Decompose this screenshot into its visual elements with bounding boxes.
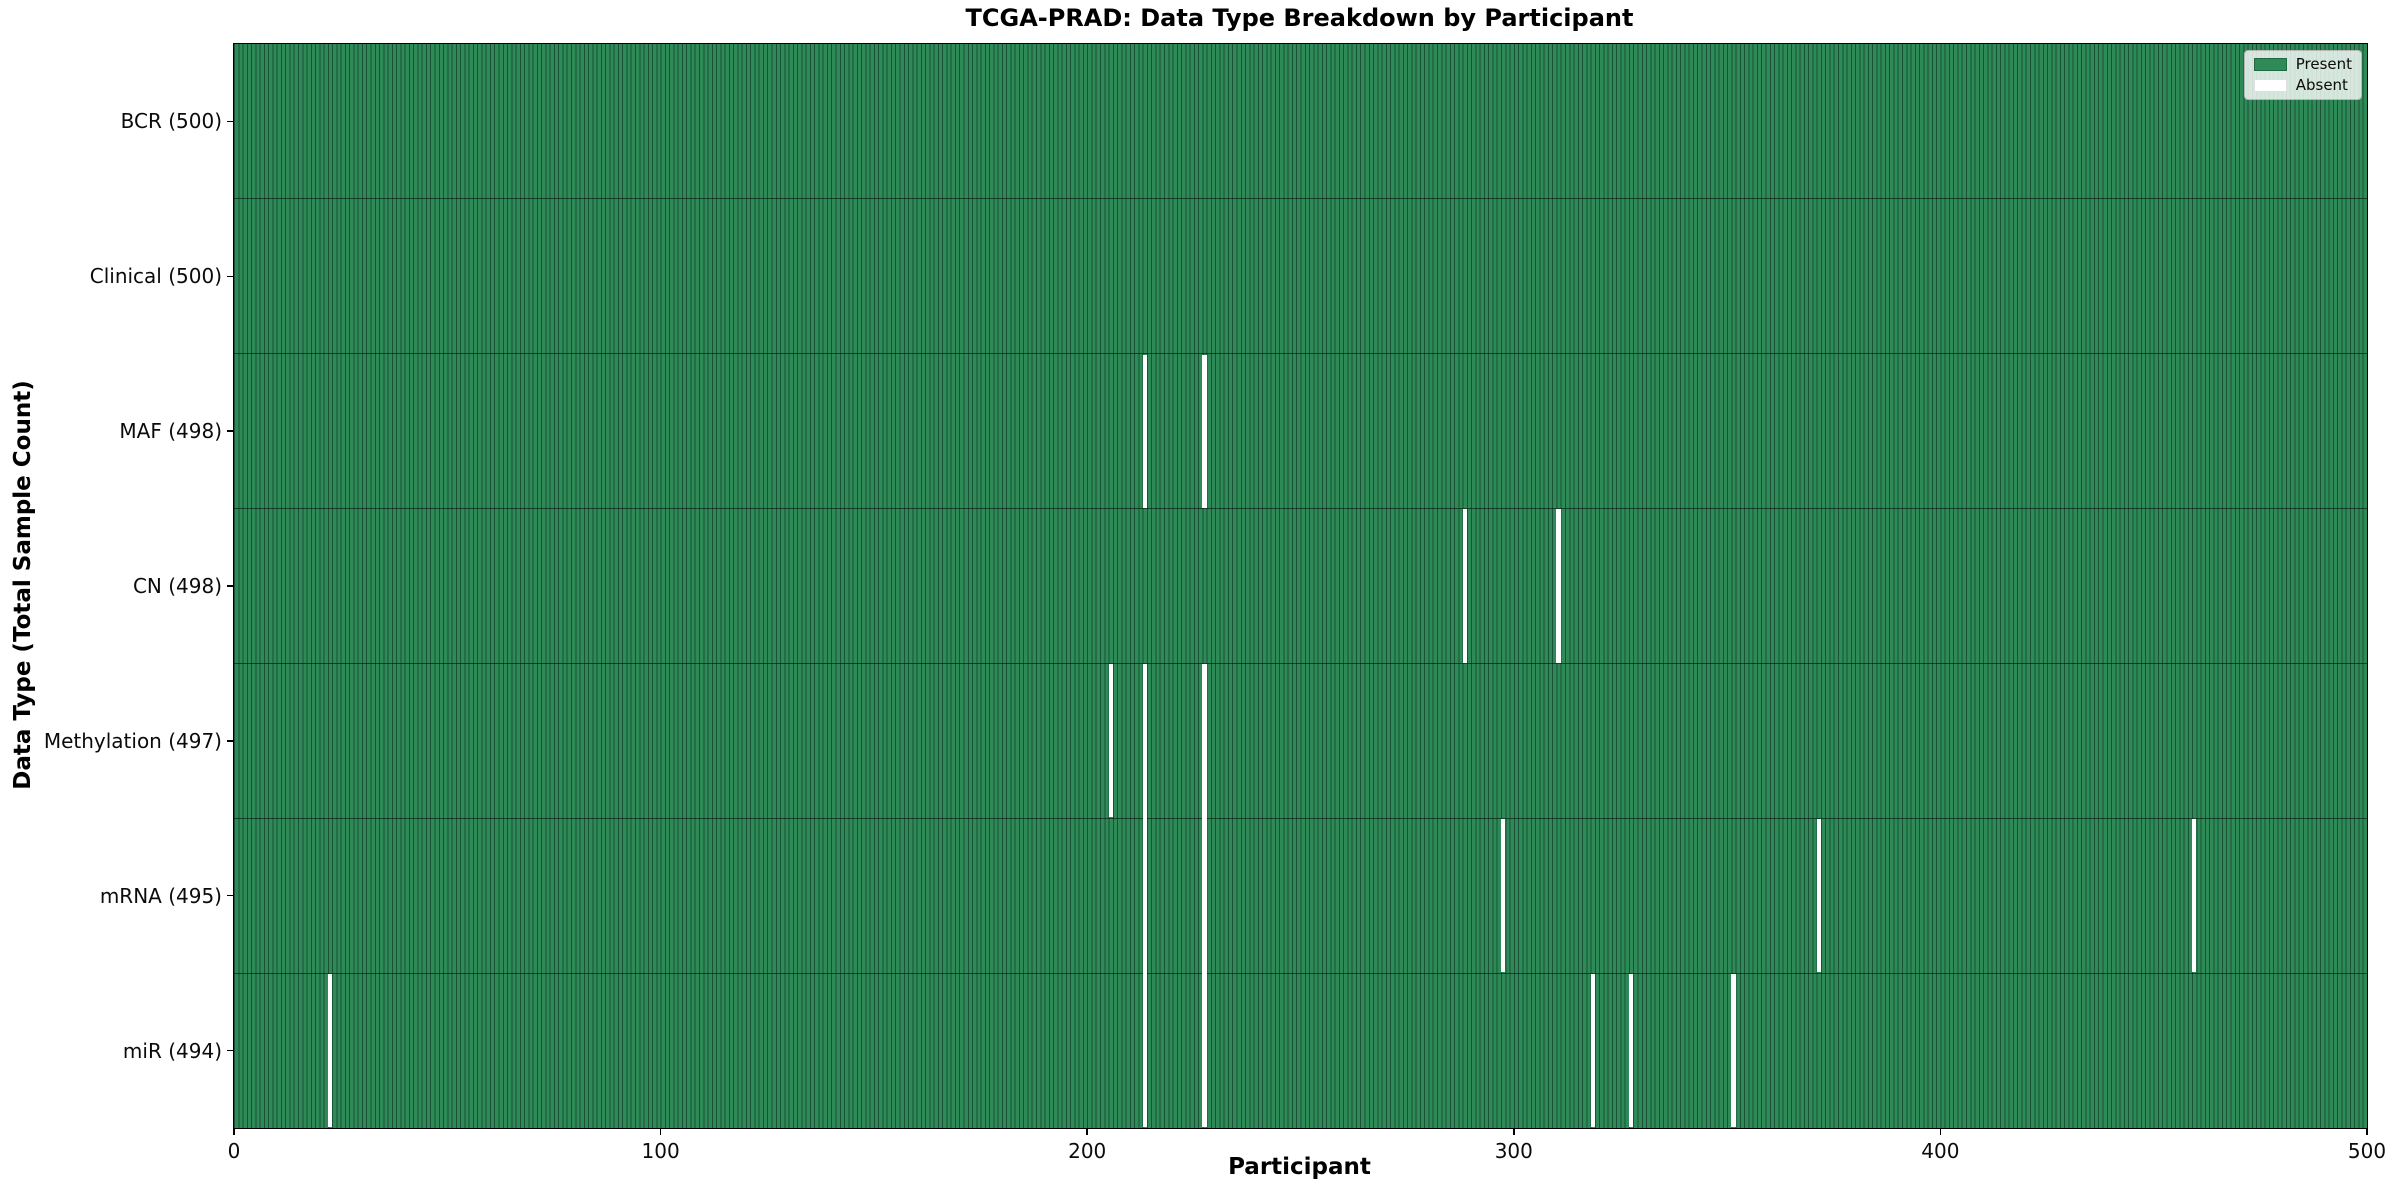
absent-sample-gap (2192, 819, 2197, 973)
absent-sample-gap (1462, 509, 1467, 663)
legend-label-present: Present (2295, 55, 2352, 73)
x-tick-mark (1513, 1128, 1515, 1135)
x-tick-label: 500 (2347, 1139, 2387, 1163)
x-tick-mark (233, 1128, 235, 1135)
row-boundary-line (234, 198, 2367, 200)
absent-sample-gap (1142, 354, 1147, 508)
row-boundary-line (234, 817, 2367, 819)
y-tick-label: Methylation (497) (43, 728, 222, 753)
y-tick-label: BCR (500) (120, 109, 222, 134)
legend-entry-absent: Absent (2253, 76, 2352, 94)
absent-sample-gap (1628, 973, 1634, 1128)
absent-sample-gap (1202, 664, 1207, 1128)
absent-sample-gap (1590, 973, 1595, 1128)
y-tick-label: MAF (498) (119, 419, 222, 444)
y-tick-mark (227, 894, 234, 897)
legend: Present Absent (2243, 50, 2362, 100)
y-tick-label: CN (498) (132, 574, 222, 598)
absent-sample-gap (1501, 819, 1506, 973)
chart-title: TCGA-PRAD: Data Type Breakdown by Partic… (965, 4, 1634, 32)
y-tick-label: mRNA (495) (99, 883, 222, 908)
row-boundary-line (234, 508, 2367, 510)
absent-swatch-icon (2253, 79, 2287, 92)
absent-sample-gap (1108, 664, 1113, 818)
present-swatch-icon (2253, 58, 2287, 71)
y-axis-title: Data Type (Total Sample Count) (10, 380, 36, 790)
x-tick-mark (1939, 1128, 1942, 1135)
legend-entry-present: Present (2253, 55, 2352, 73)
y-tick-mark (227, 120, 234, 123)
absent-sample-gap (1202, 354, 1207, 508)
x-tick-label: 200 (1068, 1139, 1107, 1163)
legend-label-absent: Absent (2295, 76, 2348, 94)
x-tick-label: 0 (227, 1139, 241, 1163)
x-tick-label: 300 (1494, 1139, 1533, 1163)
x-tick-mark (659, 1128, 662, 1135)
x-tick-mark (1086, 1128, 1088, 1135)
row-boundary-line (234, 972, 2367, 974)
x-tick-label: 400 (1921, 1139, 1960, 1163)
row-boundary-line (234, 353, 2367, 355)
absent-sample-gap (1142, 664, 1147, 1128)
y-tick-mark (227, 430, 234, 432)
y-tick-mark (227, 1049, 234, 1052)
x-tick-mark (2366, 1128, 2368, 1135)
absent-sample-gap (1556, 509, 1561, 663)
y-tick-mark (227, 275, 234, 278)
y-tick-mark (227, 740, 234, 742)
y-tick-label: miR (494) (122, 1038, 222, 1063)
x-tick-label: 100 (641, 1139, 680, 1163)
y-tick-mark (227, 585, 234, 587)
absent-sample-gap (1816, 819, 1821, 973)
y-tick-label: Clinical (500) (89, 264, 222, 289)
absent-sample-gap (1731, 973, 1736, 1128)
plot-area: Present Absent BCR (500) Clinical (500) MA… (44, 43, 2386, 1163)
row-boundary-line (234, 662, 2367, 664)
x-axis-title: Participant (1228, 1154, 1371, 1180)
absent-sample-gap (327, 973, 333, 1128)
